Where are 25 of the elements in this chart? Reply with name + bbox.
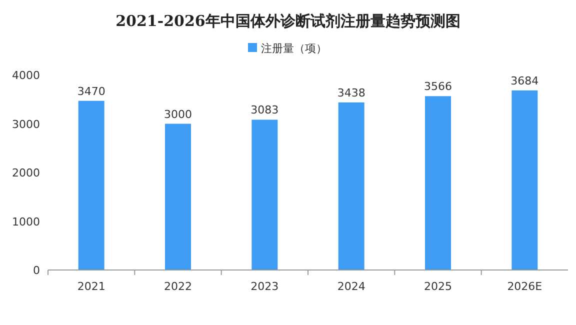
data-label: 3438 [337, 86, 366, 100]
bar [165, 124, 191, 270]
chart-title: 2021-2026年中国体外诊断试剂注册量趋势预测图 [116, 12, 460, 30]
x-tick-label: 2024 [337, 280, 366, 293]
bar [425, 96, 451, 270]
data-label: 3684 [510, 74, 539, 88]
y-tick-label: 0 [33, 264, 40, 277]
bar [252, 120, 278, 270]
data-label: 3566 [424, 80, 452, 94]
x-tick-label: 2021 [77, 280, 106, 293]
y-tick-label: 2000 [12, 166, 40, 180]
data-label: 3000 [164, 108, 192, 121]
data-label: 3083 [250, 104, 279, 117]
x-tick-label: 2025 [424, 280, 452, 293]
bar [512, 90, 538, 270]
y-tick-label: 3000 [12, 118, 40, 131]
legend-label: 注册量（项） [261, 42, 327, 55]
bar [78, 100, 104, 270]
y-tick-label: 4000 [12, 69, 40, 82]
y-tick-label: 1000 [12, 215, 40, 228]
x-tick-label: 2026E [507, 280, 542, 293]
data-label: 3470 [77, 84, 106, 98]
x-tick-label: 2023 [250, 280, 279, 293]
x-tick-label: 2022 [164, 280, 192, 293]
bar [338, 102, 364, 270]
